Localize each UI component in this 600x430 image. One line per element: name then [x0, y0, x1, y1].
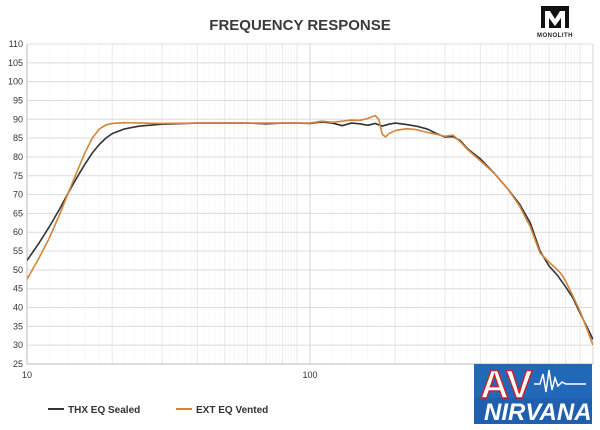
y-tick-label: 40	[13, 303, 23, 313]
y-tick-label: 35	[13, 321, 23, 331]
av-nirvana-watermark: AV NIRVANA	[474, 362, 592, 426]
nirvana-word-text: NIRVANA	[484, 399, 592, 426]
y-tick-label: 105	[8, 58, 23, 68]
y-tick-label: 65	[13, 208, 23, 218]
y-tick-label: 55	[13, 246, 23, 256]
legend-label: THX EQ Sealed	[68, 405, 140, 416]
legend: THX EQ Sealed EXT EQ Vented	[48, 405, 268, 416]
grid-lines	[26, 43, 594, 365]
waveform-icon	[534, 369, 586, 393]
y-tick-label: 45	[13, 284, 23, 294]
y-tick-label: 100	[8, 77, 23, 87]
y-tick-label: 50	[13, 265, 23, 275]
y-tick-label: 85	[13, 133, 23, 143]
y-tick-label: 110	[9, 39, 23, 49]
x-axis-ticks: 10 100	[22, 370, 318, 380]
monolith-logo-text: MONOLITH	[537, 33, 573, 39]
x-tick-label: 10	[22, 370, 32, 380]
legend-label: EXT EQ Vented	[196, 405, 268, 416]
y-tick-label: 70	[13, 190, 23, 200]
y-tick-label: 90	[13, 114, 23, 124]
x-tick-label: 100	[302, 370, 317, 380]
monolith-logo: MONOLITH	[537, 6, 573, 39]
y-tick-label: 60	[13, 227, 23, 237]
y-tick-label: 30	[13, 340, 23, 350]
series-line-thx-eq-sealed	[27, 121, 593, 340]
y-axis-ticks: 25 30 35 40 45 50 55 60 65 70 75 80 85 90 95 100 105 110	[8, 39, 23, 369]
series-line-ext-eq-vented	[27, 114, 593, 346]
y-tick-label: 75	[13, 171, 23, 181]
y-tick-label: 80	[13, 152, 23, 162]
chart-title: FREQUENCY RESPONSE	[209, 17, 390, 34]
plot-area: 253035404550556065707580859095100105110 …	[8, 39, 594, 380]
series-lines	[27, 114, 593, 346]
y-tick-label: 25	[13, 359, 23, 369]
y-tick-label: 95	[13, 95, 23, 105]
av-letters-text: AV	[480, 363, 533, 407]
